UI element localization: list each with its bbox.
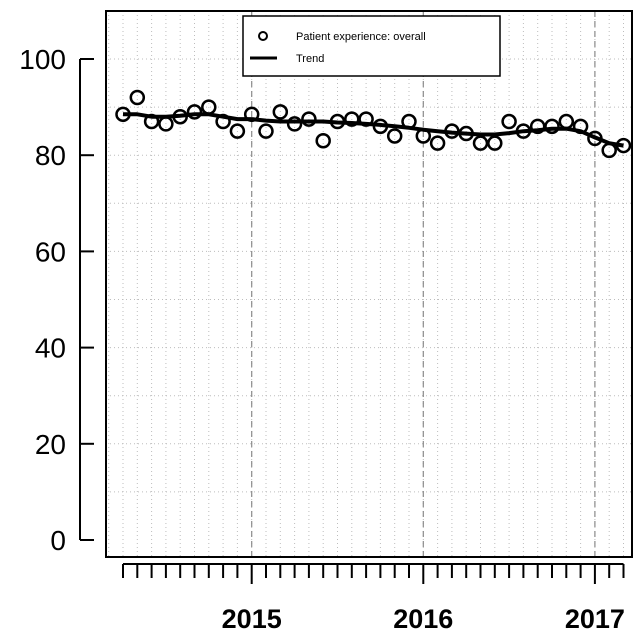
data-point <box>587 130 603 147</box>
data-point <box>329 113 346 130</box>
data-point <box>158 116 174 132</box>
x-year-label: 2016 <box>393 604 453 634</box>
data-point <box>344 111 360 127</box>
y-tick-label: 80 <box>35 140 66 171</box>
data-point <box>143 113 160 130</box>
data-point <box>358 111 374 127</box>
data-point <box>286 116 303 132</box>
year-lines <box>251 11 596 557</box>
data-point <box>272 104 289 120</box>
data-point <box>172 108 188 125</box>
data-point <box>572 118 589 135</box>
y-tick-label: 20 <box>35 429 66 460</box>
data-point <box>258 123 274 139</box>
data-point <box>615 137 632 154</box>
data-point <box>243 106 260 123</box>
data-point <box>529 118 546 135</box>
data-point <box>429 135 446 151</box>
x-year-label: 2017 <box>565 604 625 634</box>
data-point <box>544 118 560 135</box>
x-axis: 2015 2016 2017 <box>122 563 625 634</box>
legend-series-label: Patient experience: overall <box>296 31 426 43</box>
data-point <box>315 133 331 149</box>
y-axis: 0 20 40 60 80 100 <box>19 44 94 556</box>
legend: Patient experience: overall Trend <box>242 15 501 77</box>
data-point <box>501 113 517 130</box>
points-layer <box>115 89 632 159</box>
data-point <box>558 113 575 130</box>
plot-frame <box>105 10 633 558</box>
data-point <box>415 128 432 144</box>
data-point <box>229 123 246 139</box>
data-point <box>201 99 217 115</box>
data-point <box>386 128 403 144</box>
data-point <box>115 106 131 123</box>
data-point <box>458 125 474 142</box>
y-tick-label: 60 <box>35 236 66 267</box>
data-point <box>487 135 503 151</box>
legend-trend-label: Trend <box>296 53 324 65</box>
data-point <box>601 142 617 159</box>
y-tick-label: 100 <box>19 44 66 75</box>
data-point <box>215 113 231 130</box>
data-point <box>186 104 203 120</box>
legend-box <box>242 15 501 77</box>
data-point <box>129 89 146 106</box>
data-point <box>372 118 389 135</box>
data-point <box>401 113 417 130</box>
y-tick-label: 40 <box>35 333 66 364</box>
y-tick-label: 0 <box>50 525 66 556</box>
grid-layer <box>106 11 632 557</box>
data-point <box>444 123 460 139</box>
data-point <box>301 111 317 127</box>
legend-point-symbol <box>258 31 268 41</box>
x-year-label: 2015 <box>222 604 282 634</box>
data-point <box>515 123 532 139</box>
data-point <box>472 135 489 151</box>
